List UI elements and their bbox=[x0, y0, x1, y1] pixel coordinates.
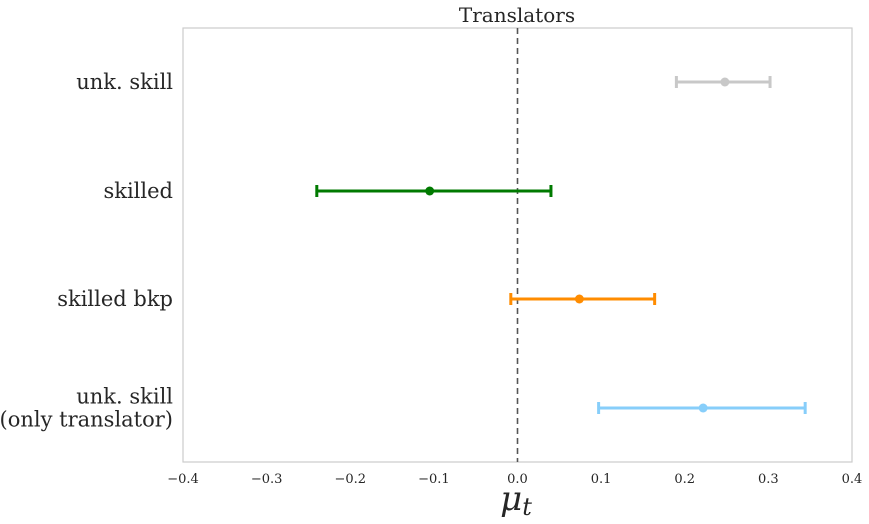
x-tick-label: −0.3 bbox=[251, 472, 283, 487]
y-tick-label: skilled bbox=[103, 179, 173, 203]
chart-title: Translators bbox=[459, 3, 575, 27]
x-tick-label: 0.4 bbox=[842, 472, 863, 487]
x-axis-label-subscript: t bbox=[522, 493, 532, 521]
mean-point bbox=[698, 403, 708, 413]
x-tick-label: −0.1 bbox=[418, 472, 450, 487]
x-tick-label: 0.2 bbox=[674, 472, 695, 487]
x-tick-label: −0.4 bbox=[167, 472, 199, 487]
x-tick-labels: −0.4 −0.3 −0.2 −0.1 0.0 0.1 0.2 0.3 0.4 bbox=[167, 472, 862, 487]
error-bar-group bbox=[597, 402, 807, 414]
x-tick-label: 0.0 bbox=[507, 472, 528, 487]
y-tick-label: unk. skill bbox=[76, 70, 173, 94]
error-bars-group bbox=[315, 76, 807, 414]
error-bar-group bbox=[315, 185, 553, 197]
x-axis-label-main: μ bbox=[500, 479, 522, 519]
y-tick-label: unk. skill bbox=[76, 385, 173, 409]
mean-point bbox=[425, 186, 435, 196]
error-bar-group bbox=[509, 293, 657, 305]
x-tick-label: 0.3 bbox=[758, 472, 779, 487]
y-tick-label: skilled bkp bbox=[57, 287, 173, 311]
y-tick-label: (only translator) bbox=[0, 408, 173, 432]
error-bar-group bbox=[674, 76, 772, 88]
mean-point bbox=[720, 77, 730, 87]
x-tick-label: −0.2 bbox=[334, 472, 366, 487]
x-axis-label: μt bbox=[500, 479, 532, 521]
mean-point bbox=[574, 294, 584, 304]
x-tick-label: 0.1 bbox=[591, 472, 612, 487]
